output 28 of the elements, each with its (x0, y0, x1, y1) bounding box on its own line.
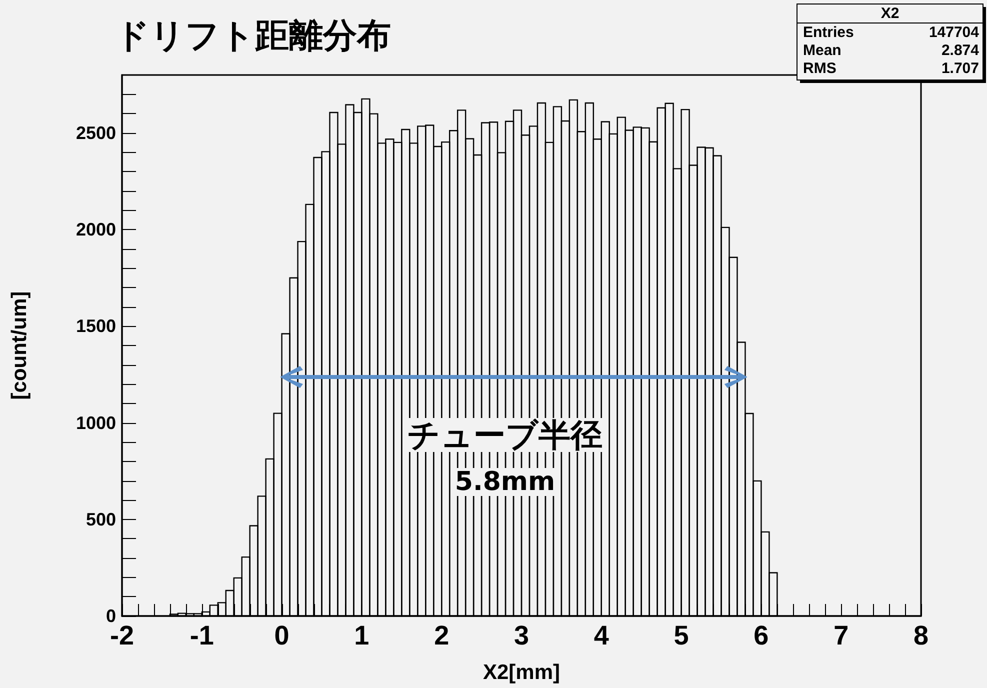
text: 1.707 (941, 60, 979, 77)
chart-title: ドリフト距離分布 (115, 16, 391, 56)
y-tick-label: 2500 (76, 122, 116, 143)
annotation: 5.8mm (454, 467, 556, 497)
x-tick-label: -1 (190, 620, 214, 650)
x-tick-label: 2 (434, 620, 450, 650)
x-tick-label: 4 (594, 620, 609, 650)
text: 147704 (928, 24, 980, 41)
y-tick-label: 500 (86, 509, 116, 530)
text: Mean (803, 42, 842, 59)
y-tick-label: 2000 (76, 220, 116, 240)
x-tick-label: 5 (674, 620, 689, 650)
x-tick-label: 6 (754, 620, 769, 650)
x-tick-label: 8 (913, 620, 929, 650)
x-tick-label: 1 (354, 620, 370, 650)
x-tick-label: 3 (514, 620, 530, 650)
annotation: チューブ半径 (408, 416, 602, 454)
x-axis-title: X2[mm] (482, 661, 560, 684)
annotation: RMS (803, 60, 836, 77)
y-axis-title: [count/um] (8, 291, 31, 400)
x-tick-label: 0 (274, 620, 290, 650)
y-tick-label: 1500 (76, 316, 116, 336)
text: 2.874 (941, 42, 980, 59)
text: X2 (880, 5, 900, 22)
text: Entries (803, 24, 854, 41)
x-tick-label: 7 (834, 620, 849, 650)
y-tick-label: 0 (106, 606, 116, 626)
y-tick-label: 1000 (76, 412, 116, 433)
